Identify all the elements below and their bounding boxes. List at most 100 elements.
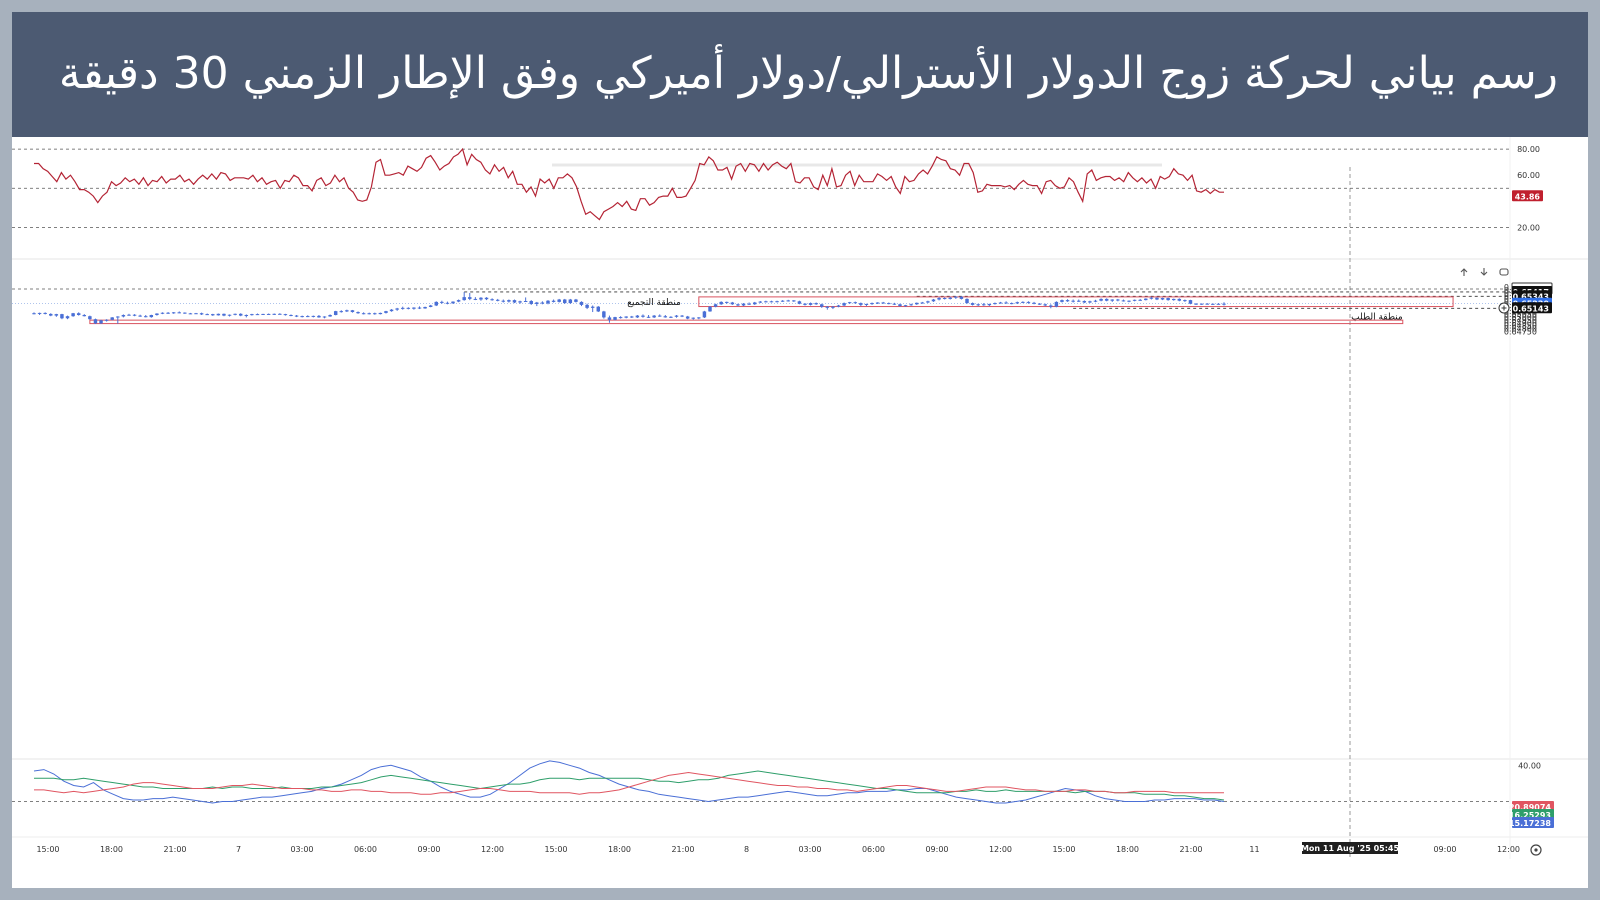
candle-body <box>803 303 807 305</box>
candle <box>630 315 634 318</box>
candle <box>842 302 846 307</box>
reset-icon[interactable] <box>1499 268 1509 276</box>
candle <box>808 302 813 306</box>
demand-zone <box>89 319 1404 325</box>
candle <box>350 309 355 313</box>
time-tick-label: 15:00 <box>1052 845 1075 854</box>
candle-body <box>736 304 740 306</box>
candle-body <box>1166 298 1170 301</box>
candle-body <box>635 315 640 318</box>
candle <box>1132 299 1137 302</box>
candle-body <box>814 303 818 305</box>
candle-body <box>104 319 109 321</box>
accumulation-zone <box>698 296 1454 308</box>
pane-controls[interactable] <box>1460 268 1542 856</box>
candle-body <box>1127 300 1131 302</box>
candle <box>479 297 483 301</box>
candle <box>551 299 556 303</box>
candle <box>473 297 478 301</box>
candle <box>367 312 371 315</box>
candle <box>836 304 841 308</box>
candle <box>596 306 601 313</box>
candle-body <box>401 307 405 309</box>
candle-body <box>624 316 628 318</box>
candle-body <box>887 303 891 305</box>
candle <box>926 300 930 304</box>
time-tick-label: 8 <box>744 845 749 854</box>
candle-body <box>596 306 601 312</box>
candle <box>328 314 332 317</box>
candle-body <box>1021 301 1025 303</box>
candle-body <box>395 308 399 310</box>
candle-body <box>741 303 746 306</box>
candle-body <box>892 303 897 305</box>
candle-body <box>697 317 701 319</box>
candle-body <box>434 301 438 306</box>
candle <box>227 314 232 317</box>
candle <box>663 315 668 318</box>
candle <box>719 301 723 305</box>
candle <box>602 310 606 319</box>
candle-body <box>205 314 209 316</box>
candle <box>948 296 952 300</box>
candle-body <box>1071 300 1075 302</box>
candle-body <box>322 316 327 318</box>
time-tick-label: 7 <box>236 845 241 854</box>
candle <box>32 312 36 315</box>
candle-body <box>177 312 181 314</box>
candle <box>395 307 399 311</box>
candle <box>445 301 450 305</box>
candle <box>909 303 913 306</box>
slide-frame: رسم بياني لحركة زوج الدولار الأسترالي/دو… <box>12 12 1588 888</box>
candle <box>294 315 299 318</box>
candle-body <box>1009 303 1014 305</box>
candle-body <box>417 307 422 309</box>
chart-area[interactable]: 80.00 60.00 20.00 43.86 0.655000.654500.654… <box>12 137 1588 888</box>
candle <box>138 314 142 317</box>
candle <box>65 315 70 320</box>
candle <box>685 315 690 320</box>
candle-body <box>255 314 260 316</box>
settings-icon[interactable] <box>1530 844 1542 856</box>
candle-body <box>484 297 489 300</box>
time-tick-label: 15:00 <box>544 845 567 854</box>
candle <box>216 313 221 316</box>
candle <box>680 315 684 318</box>
candle <box>339 310 344 313</box>
candle-body <box>227 314 232 316</box>
candle <box>82 314 87 317</box>
candle-body <box>490 299 494 301</box>
candle <box>1222 302 1226 306</box>
price-label-range-top-text: 0.65343 <box>1513 292 1549 301</box>
candle <box>535 301 539 307</box>
candle-body <box>1160 298 1165 300</box>
candle-body <box>328 315 332 317</box>
candle-body <box>1116 299 1120 301</box>
candle <box>568 298 573 304</box>
candle-body <box>183 312 187 314</box>
candle <box>238 313 243 317</box>
candle <box>898 303 902 307</box>
candle-body <box>982 304 986 306</box>
candle-body <box>462 297 466 301</box>
candle-body <box>568 299 573 304</box>
candle <box>557 298 561 303</box>
adx-value-badge-bg <box>1512 817 1554 828</box>
candle <box>892 302 897 305</box>
add-icon[interactable] <box>1498 302 1510 314</box>
candle-body <box>713 304 718 307</box>
candle-body <box>1177 298 1182 301</box>
candle <box>646 315 651 318</box>
candle <box>1037 303 1042 305</box>
candle-body <box>931 299 936 302</box>
candle <box>507 299 511 303</box>
arrow-up-icon[interactable] <box>1460 268 1468 276</box>
arrow-down-icon[interactable] <box>1480 268 1488 276</box>
candle-body <box>451 301 455 304</box>
candle-body <box>456 300 461 302</box>
candle-body <box>289 315 293 317</box>
candle-body <box>842 303 846 306</box>
candle <box>887 302 891 305</box>
candle-body <box>468 297 472 299</box>
candle <box>317 315 321 318</box>
